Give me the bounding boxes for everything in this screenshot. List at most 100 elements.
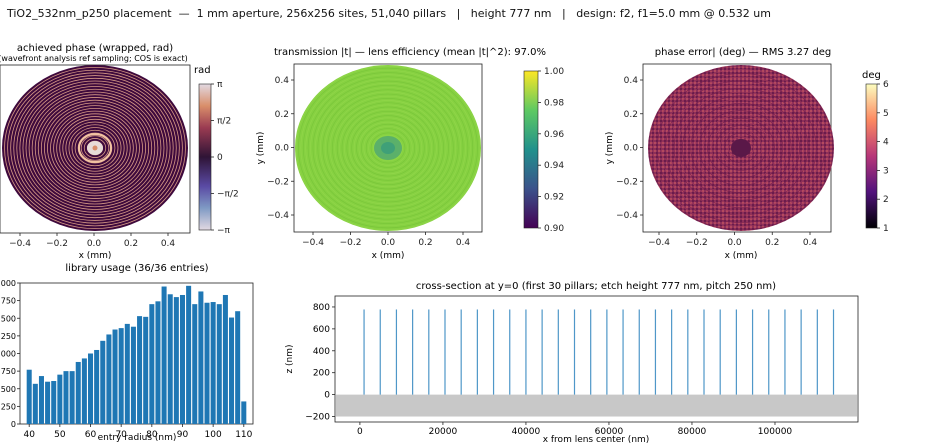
transmission-ring — [373, 134, 403, 162]
phase-ring — [45, 103, 145, 193]
phase-ring — [17, 79, 173, 217]
phase-center-ring — [78, 133, 112, 163]
transmission-ytick-label: −0.4 — [267, 211, 289, 221]
cross-section-pillar — [654, 309, 657, 395]
library-bar — [222, 294, 228, 424]
phase-error-colorbar-tick-label: 6 — [883, 80, 889, 90]
phase-xtick-label: −0.4 — [9, 239, 31, 249]
library-bar — [69, 371, 75, 424]
cross-section-pillar — [557, 309, 559, 395]
cross-section-pillar — [816, 309, 818, 395]
transmission-xtick-label: −0.4 — [302, 238, 324, 248]
cross-section-pillar — [590, 309, 592, 395]
phase-error-panel: phase error| (deg) — RMS 3.27 deg −0.4 −0.… — [605, 47, 889, 261]
library-ytick-label: 0 — [11, 420, 16, 429]
phase-error-ring — [698, 110, 784, 186]
library-xtick-label: 40 — [23, 430, 35, 440]
cross-section-pillar — [671, 309, 673, 395]
library-bar — [179, 294, 186, 424]
transmission-ring — [319, 87, 457, 209]
phase-error-ring — [657, 73, 825, 223]
transmission-ring — [317, 85, 459, 211]
phase-error-ring — [703, 114, 779, 182]
library-bar — [229, 317, 235, 424]
transmission-ytick-label: 0.0 — [275, 144, 290, 154]
cross-section-pillar — [606, 309, 608, 395]
library-bar — [137, 316, 143, 424]
transmission-ring — [353, 117, 423, 179]
phase-error-colorbar-tick-label: 2 — [883, 195, 889, 205]
phase-error-ytick-label: 0.0 — [624, 144, 639, 154]
phase-error-xtick-label: −0.4 — [648, 238, 670, 248]
phase-ring — [42, 101, 148, 195]
cross-section-pillar — [832, 309, 835, 395]
phase-error-xtick-label: 0.0 — [727, 238, 742, 248]
phase-ring — [68, 124, 122, 172]
library-ytick-label: 750 — [1, 367, 16, 376]
library-bar — [192, 304, 198, 424]
phase-error-colorbar-tick-label: 3 — [883, 166, 889, 176]
cross-section-ytick-label: 800 — [313, 303, 330, 313]
cross-section-title: cross-section at y=0 (first 30 pillars; … — [416, 281, 776, 292]
library-bar — [45, 381, 51, 424]
phase-ring — [40, 99, 150, 197]
cross-section-pillar — [703, 309, 705, 395]
library-bar — [241, 401, 247, 424]
transmission-ring — [300, 69, 476, 227]
cross-section-pillar — [379, 309, 381, 395]
phase-ring — [37, 97, 153, 199]
library-ytick-label: 1500 — [0, 314, 16, 323]
phase-colorbar-tick-label: 0 — [217, 153, 223, 163]
cross-section-pillar — [412, 309, 414, 395]
phase-ring — [21, 82, 169, 214]
library-bar — [100, 340, 106, 424]
cross-section-pillar — [719, 309, 721, 395]
library-ytick-label: 1000 — [0, 350, 16, 359]
transmission-title: transmission |t| — lens efficiency (mean… — [274, 47, 546, 58]
phase-ring — [53, 110, 137, 186]
phase-ring — [22, 83, 168, 213]
cross-section-xtick-label: 20000 — [429, 427, 458, 437]
phase-ring — [14, 76, 176, 220]
transmission-ring — [351, 115, 425, 181]
phase-ring — [19, 80, 171, 216]
library-bar — [118, 328, 124, 424]
phase-ring — [70, 125, 120, 171]
transmission-ring — [361, 123, 415, 173]
phase-ring — [25, 86, 165, 210]
library-xtick-label: 80 — [146, 430, 158, 440]
transmission-ring — [295, 65, 481, 231]
cross-section-panel: cross-section at y=0 (first 30 pillars; … — [285, 281, 859, 444]
transmission-ring — [365, 128, 411, 168]
phase-colorbar — [198, 83, 212, 231]
cross-section-xtick-label: 100000 — [758, 427, 793, 437]
library-bar — [204, 302, 210, 424]
transmission-colorbar-tick-label: 0.98 — [544, 98, 564, 108]
transmission-ring — [363, 126, 413, 170]
transmission-ring — [331, 98, 445, 198]
phase-ring — [54, 112, 136, 184]
phase-error-ring — [669, 84, 813, 212]
phase-ring — [63, 120, 127, 176]
transmission-ring — [344, 108, 432, 188]
library-bar — [94, 349, 100, 424]
phase-ring — [47, 105, 143, 191]
phase-error-ring — [682, 95, 800, 201]
transmission-ytick-label: 0.4 — [275, 76, 290, 86]
phase-error-ring — [711, 121, 771, 175]
transmission-ylabel: y (mm) — [256, 132, 266, 165]
cross-section-ytick-label: 200 — [313, 369, 330, 379]
transmission-ring — [346, 110, 430, 186]
cross-section-pillar — [476, 309, 478, 395]
transmission-ytick-label: 0.2 — [275, 110, 289, 120]
phase-error-ring — [694, 106, 788, 190]
transmission-xlabel: x (mm) — [372, 251, 405, 261]
phase-ring — [48, 106, 142, 190]
transmission-ring — [315, 82, 461, 214]
cross-section-pillar — [687, 309, 689, 395]
cross-section-pillar — [768, 309, 770, 395]
cross-section-xtick-label: 0 — [357, 427, 363, 437]
transmission-ring — [341, 106, 435, 190]
library-xtick-label: 60 — [85, 430, 97, 440]
library-bar — [143, 316, 149, 424]
